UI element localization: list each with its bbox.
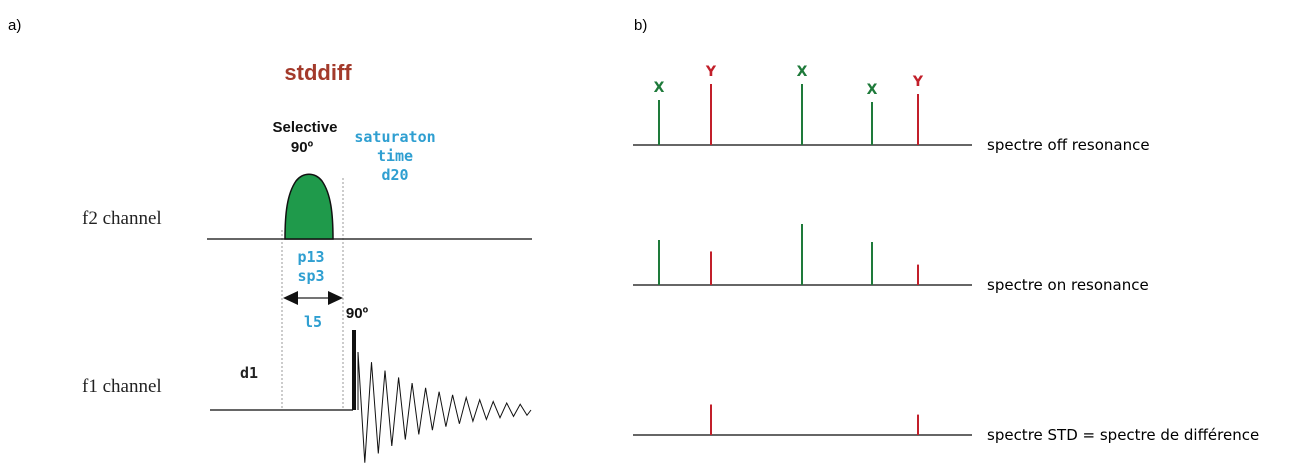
spectrum-label: spectre on resonance	[987, 276, 1149, 294]
selective-label-line2: 90º	[291, 139, 314, 156]
saturation-label-line2: time	[377, 147, 413, 165]
panel-b-label: b)	[634, 17, 647, 34]
pulse-param-sp3: sp3	[297, 267, 324, 285]
selective-label-line1: Selective	[272, 119, 337, 136]
peak-label-x: X	[797, 64, 808, 80]
loop-arrow-left-head	[283, 291, 298, 305]
panel-a: a) stddiff f2 channel Selective 90º satu…	[8, 17, 532, 463]
f2-channel-label: f2 channel	[82, 208, 162, 229]
panel-a-label: a)	[8, 17, 21, 34]
delay-label-d1: d1	[240, 364, 258, 382]
pulse-param-p13: p13	[297, 248, 324, 266]
fid-signal	[357, 351, 532, 463]
hard-pulse-bar	[352, 330, 356, 410]
spectrum-label: spectre off resonance	[987, 136, 1150, 154]
peak-label-x: X	[867, 82, 878, 98]
spectrum-label: spectre STD = spectre de différence	[987, 426, 1259, 444]
loop-arrow-right-head	[328, 291, 343, 305]
selective-pulse-shape	[284, 173, 334, 240]
hard-pulse-label: 90º	[346, 305, 369, 322]
peak-label-x: X	[654, 80, 665, 96]
loop-label-l5: l5	[304, 313, 322, 331]
saturation-label-line1: saturaton	[354, 128, 435, 146]
saturation-label-line3: d20	[381, 166, 408, 184]
sequence-title: stddiff	[284, 60, 352, 85]
peak-label-y: Y	[705, 64, 717, 80]
peak-label-y: Y	[912, 74, 924, 90]
f1-channel-label: f1 channel	[82, 376, 162, 397]
